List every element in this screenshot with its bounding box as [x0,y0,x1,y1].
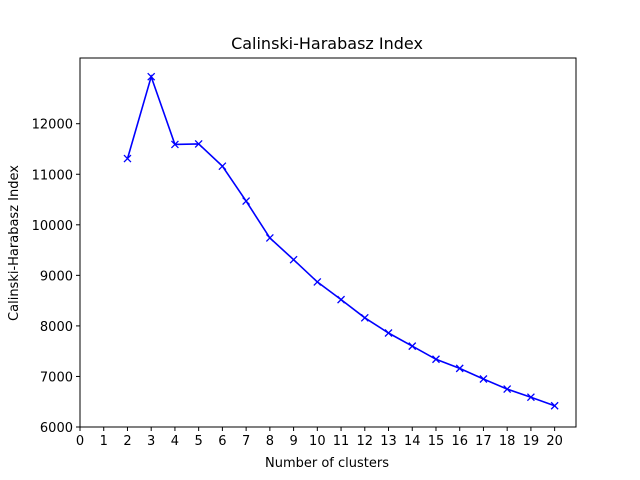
plot-area [79,57,577,428]
data-point [337,295,346,304]
chart-title: Calinski-Harabasz Index [231,34,423,53]
y-tick-label: 12000 [32,118,73,133]
marker-stroke [455,364,464,373]
y-tick-label: 6000 [40,421,73,436]
x-tick-label: 11 [333,434,350,449]
data-point [432,355,440,364]
y-tick-label: 11000 [32,168,73,183]
x-tick-label: 16 [451,434,468,449]
data-point [455,364,464,373]
x-tick-label: 19 [523,434,540,449]
marker-stroke [432,355,440,364]
x-tick-label: 9 [289,434,297,449]
data-point [242,197,251,206]
x-tick-label: 8 [266,434,274,449]
x-tick-label: 15 [428,434,445,449]
data-point [123,154,132,163]
marker-stroke [503,385,512,394]
x-tick-label: 20 [546,434,563,449]
plot-frame [79,57,577,428]
marker-stroke [384,329,393,337]
x-tick-label: 14 [404,434,421,449]
marker-stroke [123,154,132,163]
data-point [360,313,369,322]
x-tick-label: 17 [475,434,492,449]
x-tick-label: 10 [309,434,326,449]
data-point [265,233,274,242]
marker-stroke [337,295,346,304]
x-tick-label: 18 [499,434,516,449]
x-tick-label: 12 [357,434,374,449]
data-point [289,255,298,264]
x-tick-label: 2 [123,434,131,449]
data-point [313,277,322,286]
x-tick-label: 4 [171,434,179,449]
x-tick-label: 0 [76,434,84,449]
data-point [218,162,227,171]
y-tick-label: 8000 [40,320,73,335]
y-axis: 6000 7000 8000 9000 10000 11000 12000 [32,118,80,436]
data-point [479,375,488,383]
y-tick-label: 7000 [40,370,73,385]
marker-stroke [170,140,179,149]
marker-stroke [289,255,298,264]
data-point [194,139,203,148]
y-axis-title: Calinski-Harabasz Index [7,165,22,321]
marker-stroke [194,139,203,148]
marker-stroke [479,375,488,383]
marker-stroke [218,162,227,171]
marker-stroke [526,393,535,402]
x-tick-label: 3 [147,434,155,449]
marker-stroke [242,197,251,206]
data-point [384,329,393,337]
x-tick-label: 6 [218,434,226,449]
marker-stroke [360,313,369,322]
data-point [550,401,559,410]
marker-stroke [313,277,322,286]
data-point [147,72,156,81]
x-tick-label: 5 [195,434,203,449]
y-tick-label: 9000 [40,269,73,284]
data-point [503,385,512,394]
y-tick-label: 10000 [32,219,73,234]
x-axis-title: Number of clusters [265,456,389,471]
marker-stroke [550,401,559,410]
marker-stroke [408,342,417,351]
data-point [526,393,535,402]
marker-stroke [147,72,156,81]
series-line [126,74,555,407]
x-tick-label: 1 [100,434,108,449]
marker-stroke [265,233,274,242]
x-axis: 0 1 2 3 4 5 6 7 8 9 10 11 12 13 14 15 16 17 18 19 20 [76,427,563,449]
x-tick-label: 13 [380,434,397,449]
data-point [170,140,179,149]
data-point [408,342,417,351]
x-tick-label: 7 [242,434,250,449]
